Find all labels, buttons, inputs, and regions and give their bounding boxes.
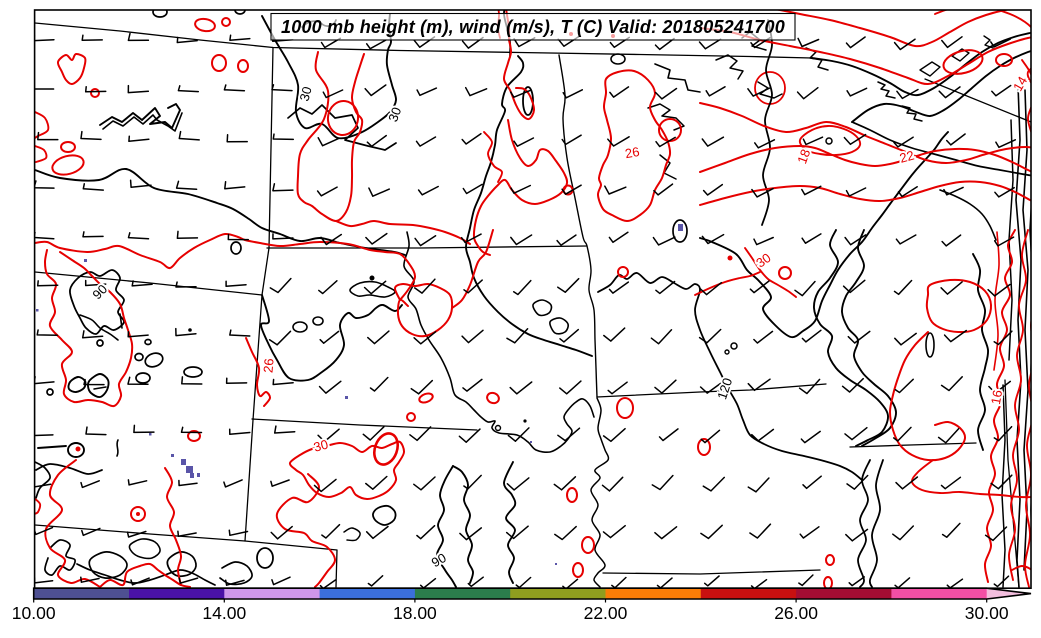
svg-text:22: 22 (898, 148, 916, 166)
svg-text:26: 26 (624, 144, 641, 161)
svg-text:14.00: 14.00 (202, 603, 246, 623)
svg-text:26: 26 (260, 358, 276, 374)
svg-text:30.00: 30.00 (965, 603, 1009, 623)
svg-text:1000 mb height (m), wind (m/s): 1000 mb height (m), wind (m/s), T (C) Va… (281, 17, 785, 37)
svg-text:10.00: 10.00 (12, 603, 56, 623)
svg-text:26.00: 26.00 (774, 603, 818, 623)
svg-text:22.00: 22.00 (584, 603, 628, 623)
svg-text:30: 30 (297, 85, 315, 103)
svg-text:18.00: 18.00 (393, 603, 437, 623)
svg-text:30: 30 (312, 437, 330, 455)
svg-text:16: 16 (988, 389, 1005, 406)
